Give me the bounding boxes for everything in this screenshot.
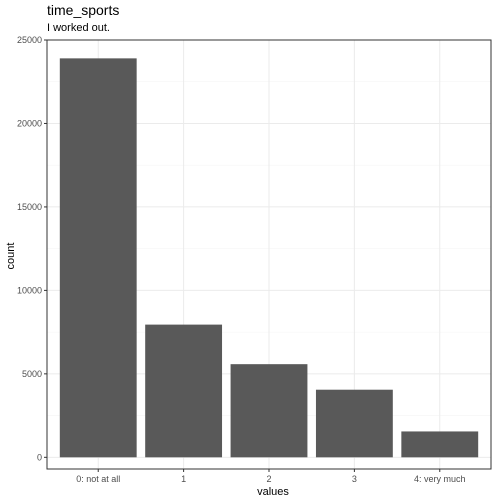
x-tick-label: 4: very much — [414, 474, 466, 484]
y-tick-label: 20000 — [17, 118, 42, 128]
y-tick-label: 10000 — [17, 285, 42, 295]
bar — [59, 58, 137, 458]
x-tick-label: 2 — [266, 474, 271, 484]
chart-subtitle: I worked out. — [47, 22, 110, 34]
bar — [230, 364, 308, 458]
x-tick-label: 1 — [181, 474, 186, 484]
bar — [401, 431, 479, 458]
y-tick-label: 0 — [37, 452, 42, 462]
y-tick-label: 5000 — [22, 369, 42, 379]
bar — [145, 324, 223, 458]
x-tick-label: 3 — [352, 474, 357, 484]
x-tick-label: 0: not at all — [76, 474, 120, 484]
plot-panel — [46, 39, 492, 470]
y-axis-title: count — [5, 243, 17, 270]
y-tick-label: 25000 — [17, 35, 42, 45]
chart-title: time_sports — [47, 2, 119, 18]
y-tick-label: 15000 — [17, 202, 42, 212]
x-axis-title: values — [257, 486, 289, 498]
bar — [315, 389, 393, 458]
